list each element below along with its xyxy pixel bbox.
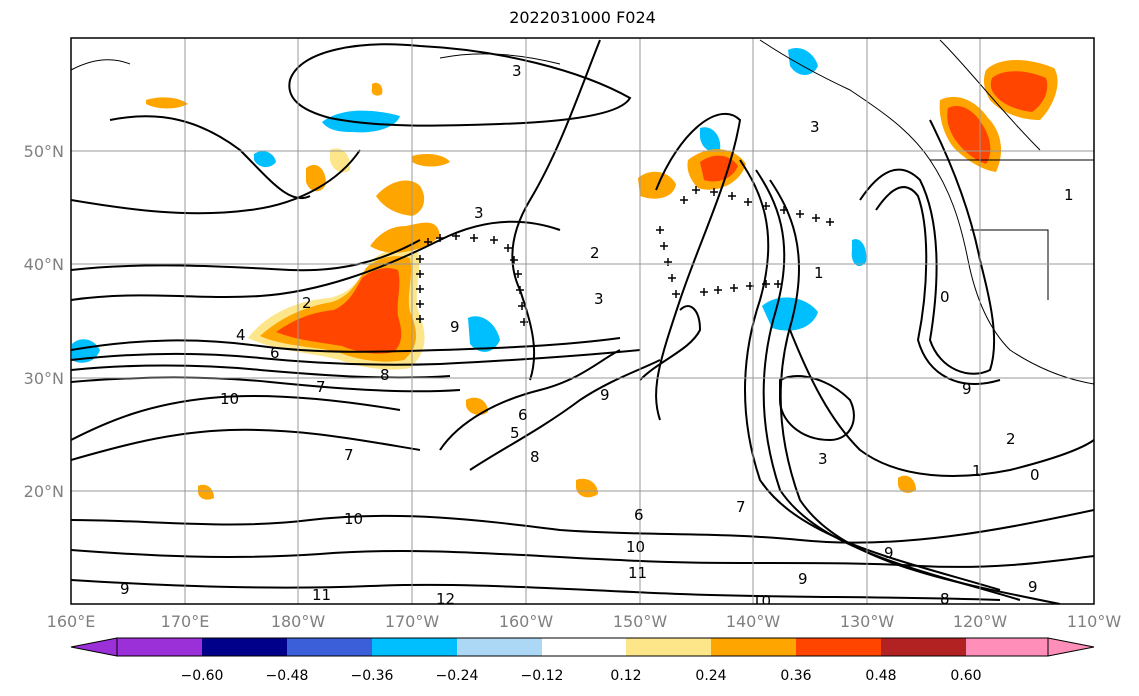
colorbar-segment	[202, 638, 287, 656]
y-tick-label: 30°N	[24, 369, 64, 388]
x-tick-label: 160°E	[47, 612, 96, 631]
contour-label: 3	[474, 204, 484, 222]
contour-label: 0	[1030, 466, 1040, 484]
contour-label: 6	[518, 406, 528, 424]
contour-label: 7	[316, 378, 326, 396]
x-tick-label: 170°W	[385, 612, 440, 631]
contour-label: 0	[940, 288, 950, 306]
colorbar-frame	[116, 637, 1049, 657]
colorbar-label: 0.36	[780, 668, 811, 684]
contour-label: 10	[344, 510, 363, 528]
x-tick-label: 180°W	[271, 612, 326, 631]
colorbar-segment	[117, 638, 202, 656]
gridlines	[71, 38, 1094, 604]
contour-label: 12	[436, 590, 455, 608]
contour-label: 10	[220, 390, 239, 408]
colorbar-label: −0.60	[181, 668, 224, 684]
contour-label: 9	[600, 386, 610, 404]
contour-label: 9	[798, 570, 808, 588]
contour-label: 4	[236, 326, 246, 344]
y-tick-label: 20°N	[24, 482, 64, 501]
contour-label: 3	[810, 118, 820, 136]
y-tick-label: 40°N	[24, 255, 64, 274]
colorbar-segment	[711, 638, 796, 656]
contour-label: 3	[818, 450, 828, 468]
contour-label: 9	[962, 380, 972, 398]
contour-label: 10	[626, 538, 645, 556]
colorbar-segment	[796, 638, 881, 656]
colorbar-label: 0.12	[610, 668, 641, 684]
contour-label: 8	[940, 590, 950, 608]
colorbar-segment	[626, 638, 711, 656]
map-frame	[70, 37, 1095, 605]
contour-label: 6	[270, 344, 280, 362]
x-tick-label: 110°W	[1067, 612, 1122, 631]
colorbar-label: −0.24	[436, 668, 479, 684]
contour-label: 1	[972, 462, 982, 480]
colorbar-segment	[372, 638, 457, 656]
contour-label-group: 3 3 3 2 2 4 6 8 7 9 10 3 5 6 8 9 7 10 9 …	[120, 62, 1074, 610]
contour-label: 2	[590, 244, 600, 262]
x-tick-label: 160°W	[499, 612, 554, 631]
y-tick-label: 50°N	[24, 142, 64, 161]
contour-label: 3	[512, 62, 522, 80]
contour-label: 2	[302, 294, 312, 312]
x-tick-label: 170°E	[161, 612, 210, 631]
contour-label: 7	[344, 446, 354, 464]
contour-label: 11	[312, 586, 331, 604]
x-tick-label: 120°W	[953, 612, 1008, 631]
x-tick-label: 130°W	[840, 612, 895, 631]
colorbar-segment	[457, 638, 542, 656]
contour-label: 1	[814, 264, 824, 282]
colorbar-label: 0.24	[695, 668, 726, 684]
colorbar-segment	[881, 638, 966, 656]
contour-label: 6	[634, 506, 644, 524]
map-title: 2022031000 F024	[509, 8, 656, 27]
front-markers	[416, 186, 834, 326]
colorbar-label: −0.48	[266, 668, 309, 684]
y-axis-ticks: 50°N 40°N 30°N 20°N	[24, 142, 64, 501]
contour-label: 8	[530, 448, 540, 466]
contour-label: 7	[736, 498, 746, 516]
contour-label: 8	[380, 366, 390, 384]
colorbar-low-arrow	[70, 637, 118, 657]
colorbar-label: 0.48	[865, 668, 896, 684]
contour-label: 3	[594, 290, 604, 308]
x-tick-label: 140°W	[726, 612, 781, 631]
contour-label: 2	[1006, 430, 1016, 448]
x-tick-label: 150°W	[613, 612, 668, 631]
colorbar-segment	[542, 638, 626, 656]
contour-label: 9	[120, 580, 130, 598]
colorbar-segment	[966, 638, 1048, 656]
x-axis-ticks: 160°E 170°E 180°W 170°W 160°W 150°W 140°…	[47, 612, 1122, 631]
colorbar: −0.60 −0.48 −0.36 −0.24 −0.12 0.12 0.24 …	[70, 637, 1095, 684]
map-background	[71, 38, 1094, 604]
colorbar-high-arrow	[1047, 637, 1095, 657]
contour-label: 9	[1028, 578, 1038, 596]
contour-label: 11	[628, 564, 647, 582]
contour-label: 1	[1064, 186, 1074, 204]
contour-label: 9	[884, 544, 894, 562]
contour-label: 5	[510, 424, 520, 442]
colorbar-label: −0.36	[351, 668, 394, 684]
contour-label: 10	[752, 592, 771, 610]
colorbar-label: 0.60	[950, 668, 981, 684]
colorbar-segment	[287, 638, 372, 656]
colorbar-label: −0.12	[521, 668, 564, 684]
contour-label: 9	[450, 318, 460, 336]
coastlines	[71, 39, 1094, 385]
